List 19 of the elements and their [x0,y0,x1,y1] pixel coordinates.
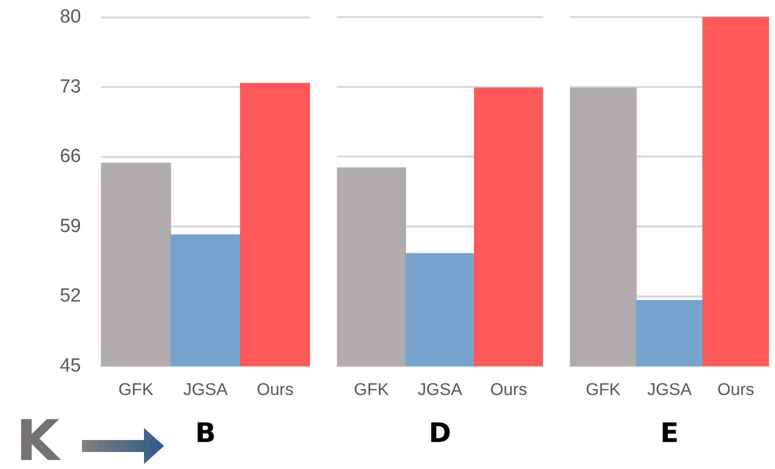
y-tick-label: 45 [60,355,81,376]
y-tick-label: 59 [60,216,81,237]
x-tick-label: JGSA [418,380,463,400]
y-tick-label: 80 [60,6,81,28]
y-tick-label: 52 [60,286,81,307]
x-tick-label: GFK [354,380,390,400]
x-tick-label: Ours [256,380,294,400]
x-tick-label: Ours [490,380,528,400]
x-axis-title: D [428,418,452,449]
x-axis-title: E [660,418,679,449]
text: K [16,409,60,469]
x-axis-title: B [195,418,216,449]
x-tick-label: JGSA [647,380,692,400]
y-tick-label: 73 [60,76,81,98]
x-tick-label: GFK [586,380,622,400]
x-tick-label: JGSA [183,380,228,400]
x-tick-label: Ours [717,380,754,400]
y-tick-label: 66 [60,146,81,168]
x-tick-label: GFK [118,380,154,400]
